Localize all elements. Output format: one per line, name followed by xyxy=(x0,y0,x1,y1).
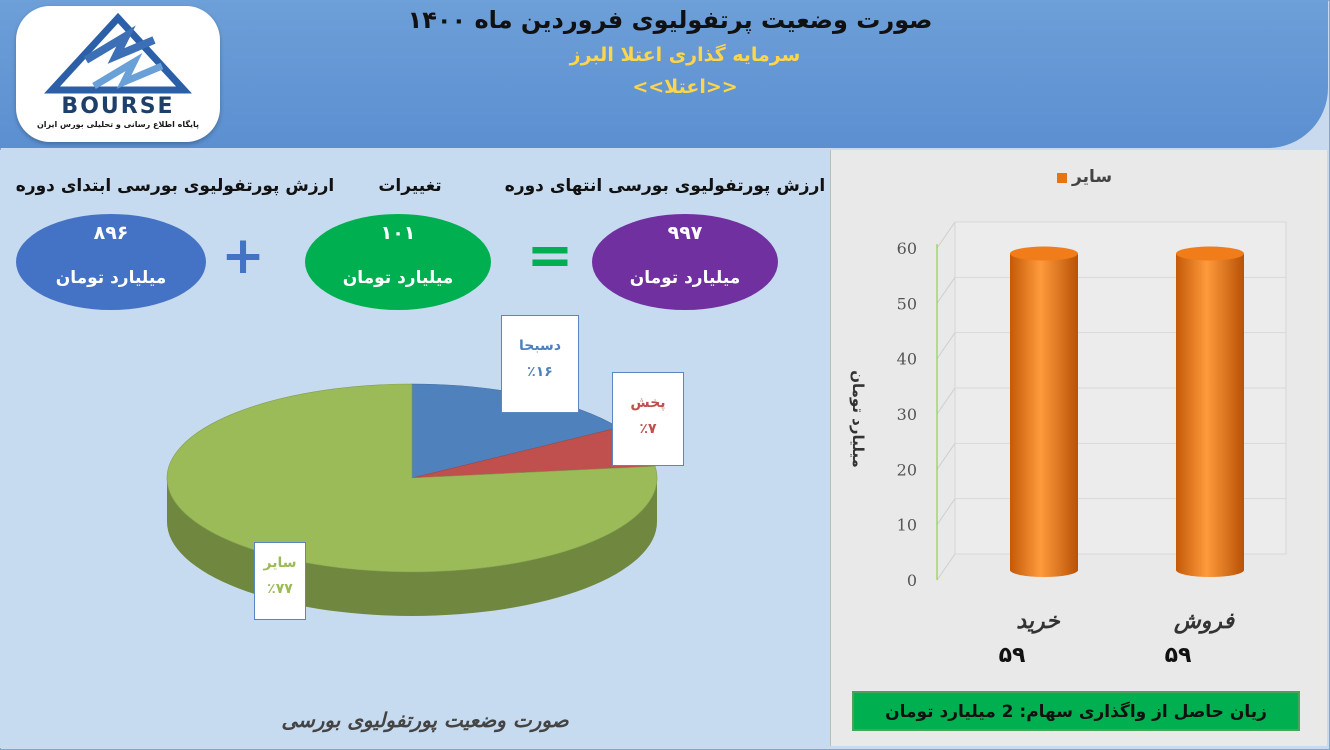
change-label: تغییرات xyxy=(378,176,442,196)
end-value-unit: میلیارد تومان xyxy=(629,268,741,288)
bar-1 xyxy=(1176,253,1244,578)
bar-top-1 xyxy=(1176,246,1244,261)
gridline-side-2 xyxy=(936,443,956,470)
start-value-bubble: ۸۹۶ میلیارد تومان xyxy=(16,214,206,310)
bar-value-label-1: ۵۹ xyxy=(1165,643,1192,668)
start-value-label: ارزش پورتفولیوی بورسی ابتدای دوره xyxy=(15,176,335,196)
pie-label-pakhsh: پخش xyxy=(630,395,666,411)
y-tick-0: 0 xyxy=(907,571,917,590)
y-tick-4: 40 xyxy=(897,350,917,369)
x-tick-1: فروش xyxy=(1173,609,1236,634)
x-tick-0: خرید xyxy=(1016,609,1061,634)
bourse-logo-icon xyxy=(44,12,192,94)
bourse-logo: BOURSE پایگاه اطلاع رسانی و تحلیلی بورس … xyxy=(16,6,220,142)
equals-sign: = xyxy=(526,223,574,288)
y-tick-1: 10 xyxy=(897,516,917,535)
start-value-unit: میلیارد تومان xyxy=(55,268,167,288)
y-tick-3: 30 xyxy=(897,405,917,424)
logo-tagline: پایگاه اطلاع رسانی و تحلیلی بورس ایران xyxy=(36,120,200,129)
logo-wordmark: BOURSE xyxy=(61,94,175,119)
end-value-label: ارزش پورتفولیوی بورسی انتهای دوره xyxy=(504,176,826,196)
pie-callout-pakhsh: پخش ٪۷ xyxy=(612,372,684,466)
gridline-side-1 xyxy=(936,498,956,525)
gridline-side-6 xyxy=(936,221,956,249)
bar-0 xyxy=(1010,253,1078,578)
pie-chart-caption: صورت وضعیت پورتفولیوی بورسی xyxy=(281,708,569,732)
pie-callout-dasabha: دسبحا ٪۱۶ xyxy=(501,315,579,413)
change-bubble: ۱۰۱ میلیارد تومان xyxy=(305,214,491,310)
pie-label-sayer: سایر xyxy=(263,555,297,571)
y-tick-6: 60 xyxy=(897,239,917,258)
gridline-side-0 xyxy=(936,553,956,581)
y-tick-2: 20 xyxy=(897,460,917,479)
pie-slice-2 xyxy=(166,383,658,573)
pie-callout-sayer: سایر ٪۷۷ xyxy=(254,542,306,620)
start-value: ۸۹۶ xyxy=(93,222,129,244)
loss-note: زیان حاصل از واگذاری سهام: 2 میلیارد توم… xyxy=(852,691,1300,731)
bar-value-label-0: ۵۹ xyxy=(999,643,1026,668)
end-value-bubble: ۹۹۷ میلیارد تومان xyxy=(592,214,778,310)
pie-label-dasabha: دسبحا xyxy=(518,338,561,354)
pie-value-pakhsh: ٪۷ xyxy=(639,421,657,437)
pie-value-sayer: ٪۷۷ xyxy=(267,581,293,597)
pie-value-dasabha: ٪۱۶ xyxy=(527,364,553,380)
change-value: ۱۰۱ xyxy=(380,222,416,244)
end-value: ۹۹۷ xyxy=(667,222,703,244)
legend-swatch xyxy=(1057,173,1067,183)
change-unit: میلیارد تومان xyxy=(342,268,454,288)
plus-sign: + xyxy=(221,226,265,286)
bar-top-0 xyxy=(1010,246,1078,261)
y-tick-5: 50 xyxy=(897,294,917,313)
gridline-side-5 xyxy=(936,277,956,304)
header-banner: BOURSE پایگاه اطلاع رسانی و تحلیلی بورس … xyxy=(0,0,1328,148)
company-name: سرمایه گذاری اعتلا البرز xyxy=(569,44,801,66)
ticker-symbol: <<اعتلا>> xyxy=(632,76,738,98)
gridline-side-3 xyxy=(936,387,956,415)
page-title: صورت وضعیت پرتفولیوی فروردین ماه ۱۴۰۰ xyxy=(407,6,933,34)
gridline-side-4 xyxy=(936,332,956,359)
legend-label: سایر xyxy=(1072,167,1113,187)
